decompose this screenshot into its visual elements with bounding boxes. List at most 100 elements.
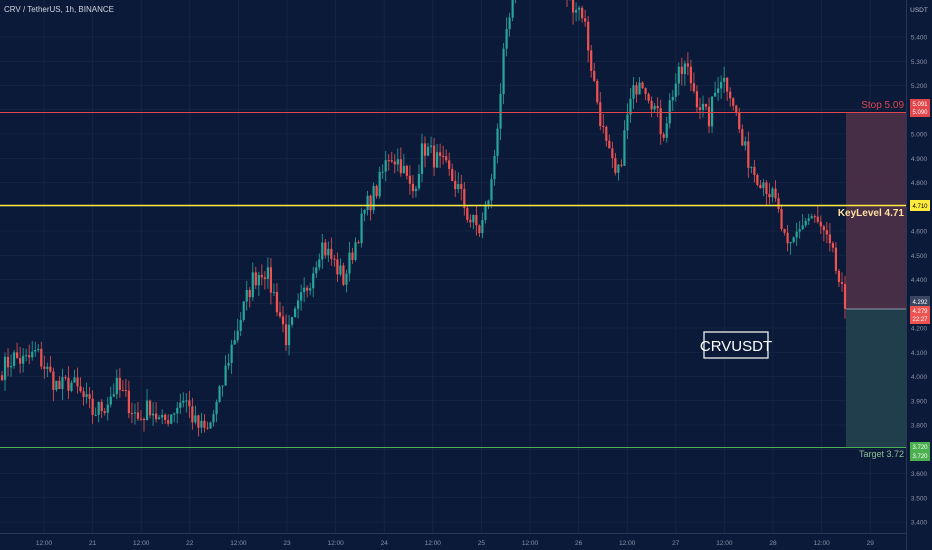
candle-body: [713, 92, 717, 97]
candle-body: [251, 272, 254, 298]
candle-body: [753, 166, 756, 175]
candle-body: [278, 312, 282, 317]
candle-body: [777, 198, 780, 209]
candle-body: [115, 377, 118, 395]
keylevel-price-tag: 4.710: [910, 200, 930, 211]
candle-body: [375, 185, 378, 197]
time-tick-label: 12:00: [716, 540, 733, 547]
candle-body: [481, 220, 484, 234]
candle-body: [442, 155, 445, 157]
candle-body: [109, 396, 112, 405]
candle-body: [828, 234, 831, 244]
candle-body: [16, 352, 19, 358]
candle-body: [484, 204, 487, 221]
candle-body: [0, 375, 4, 381]
candle-body: [448, 160, 451, 169]
candle-body: [43, 366, 46, 369]
candle-body: [680, 66, 683, 75]
risk-zone: [846, 113, 906, 309]
time-tick-label: 26: [575, 540, 583, 547]
candle-body: [819, 221, 822, 227]
candle-body: [502, 48, 505, 95]
time-axis[interactable]: 12:00 21 12:00 22 12:00 23 12:00 24 12:00 25 12:00…: [36, 540, 874, 547]
candle-body: [148, 400, 152, 416]
candle-body: [647, 93, 650, 101]
candle-body: [22, 355, 25, 364]
candle-body: [445, 156, 448, 161]
candle-body: [55, 380, 58, 391]
time-tick-label: 28: [769, 540, 777, 547]
candle-body: [94, 414, 97, 416]
price-tick-label: 4.100: [911, 350, 928, 357]
candle-body: [744, 141, 747, 146]
candle-body: [209, 422, 212, 429]
candle-body: [429, 145, 433, 147]
candle-body: [61, 377, 64, 390]
candle-body: [312, 273, 315, 289]
candle-body: [170, 414, 173, 424]
candle-body: [327, 248, 330, 256]
candle-body: [215, 401, 218, 415]
candle-body: [112, 394, 115, 397]
candle-body: [423, 143, 427, 156]
time-tick-label: 29: [867, 540, 875, 547]
candle-body: [738, 112, 741, 130]
candle-body: [357, 242, 360, 244]
candle-body: [82, 391, 85, 397]
candle-body: [133, 412, 137, 414]
candle-body: [387, 160, 390, 162]
candle-body: [614, 158, 617, 173]
svg-text:22:27: 22:27: [912, 317, 928, 323]
candle-body: [813, 216, 816, 218]
candle-body: [79, 386, 82, 392]
candle-body: [478, 225, 481, 234]
candle-body: [336, 259, 339, 275]
candle-body: [402, 165, 405, 174]
candle-body: [405, 165, 408, 176]
target-label: Target 3.72: [859, 449, 904, 459]
candle-body: [173, 413, 176, 415]
candle-body: [726, 77, 729, 92]
candle-body: [641, 82, 644, 89]
candle-body: [780, 208, 783, 229]
candle-body: [218, 386, 221, 402]
time-tick-label: 12:00: [425, 540, 442, 547]
chart-title: CRV / TetherUS, 1h, BINANCE: [4, 5, 114, 14]
candle-body: [674, 83, 677, 97]
candle-body: [49, 366, 52, 372]
candles: [0, 0, 847, 437]
candle-body: [807, 218, 810, 221]
candle-body: [230, 344, 233, 363]
candle-body: [3, 356, 7, 381]
candle-body: [212, 414, 215, 423]
candle-body: [683, 63, 686, 75]
time-tick-label: 12:00: [133, 540, 150, 547]
candle-body: [91, 398, 94, 415]
keylevel-label: KeyLevel 4.71: [838, 208, 905, 219]
candle-body: [665, 123, 668, 138]
price-tick-label: 5.000: [911, 132, 928, 139]
candle-body: [85, 394, 88, 397]
candle-body: [716, 88, 720, 93]
candle-body: [121, 389, 124, 391]
candle-body: [324, 242, 327, 256]
candle-body: [505, 29, 508, 49]
candle-body: [825, 230, 828, 235]
svg-text:4.279: 4.279: [912, 309, 928, 315]
candle-body: [127, 390, 131, 414]
candle-body: [37, 348, 40, 351]
price-tick-label: 3.400: [911, 520, 928, 527]
candle-body: [6, 356, 10, 368]
candle-body: [786, 232, 789, 244]
candle-body: [239, 319, 242, 331]
entry-price-tag: 4.292: [910, 296, 930, 306]
candle-body: [801, 225, 804, 230]
candle-body: [70, 382, 73, 391]
candle-body: [345, 273, 348, 285]
svg-text:4.292: 4.292: [912, 300, 928, 306]
candle-body: [197, 415, 200, 428]
candle-body: [191, 406, 194, 423]
symbol-box-title: CRVUSDT: [700, 338, 772, 355]
candle-body: [260, 274, 263, 278]
